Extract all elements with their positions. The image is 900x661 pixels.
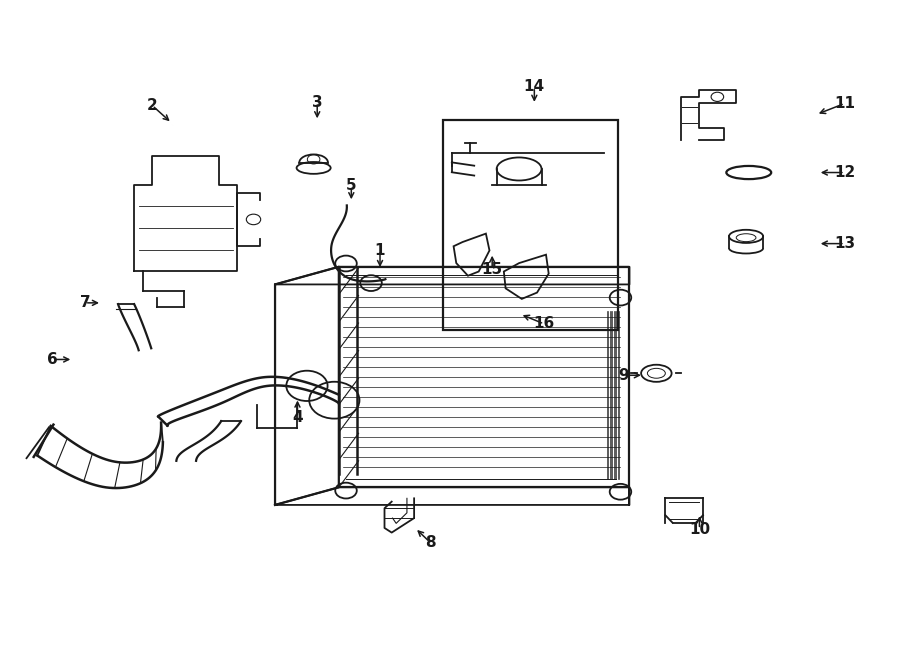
Text: 7: 7	[79, 295, 90, 311]
Text: 5: 5	[346, 178, 356, 193]
Text: 8: 8	[425, 535, 436, 550]
Text: 9: 9	[618, 368, 628, 383]
Text: 4: 4	[292, 410, 302, 425]
Text: 12: 12	[834, 165, 855, 180]
Text: 2: 2	[147, 98, 158, 113]
Text: 11: 11	[834, 96, 855, 111]
Text: 15: 15	[482, 262, 503, 278]
Text: 3: 3	[312, 95, 322, 110]
Text: 14: 14	[524, 79, 544, 95]
Text: 6: 6	[47, 352, 58, 367]
Bar	[443, 120, 617, 330]
Text: 13: 13	[834, 236, 855, 251]
Text: 10: 10	[688, 522, 710, 537]
Text: 1: 1	[374, 243, 385, 258]
Text: 16: 16	[534, 317, 554, 331]
